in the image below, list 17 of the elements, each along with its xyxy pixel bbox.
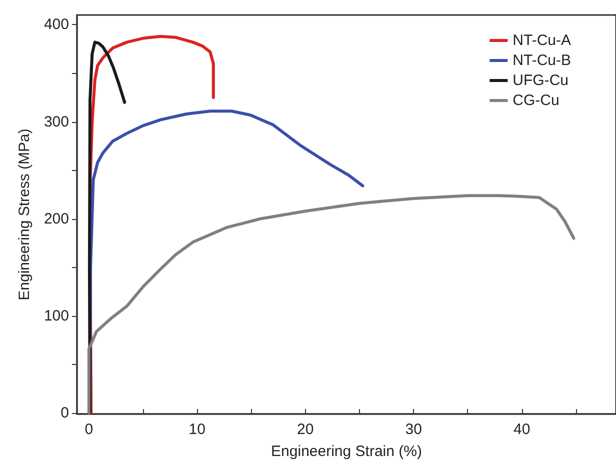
line-series [87,194,576,415]
x-tick-label: 30 [405,421,422,438]
legend-label: UFG-Cu [512,72,569,89]
legend-label: CG-Cu [512,92,560,109]
x-axis-title: Engineering Strain (%) [271,443,422,460]
x-tick-label: 10 [188,421,206,438]
x-tick-label: 40 [513,421,530,438]
legend-label: NT-Cu-A [512,32,572,49]
y-tick-label: 100 [44,307,69,324]
y-tick-label: 400 [44,16,69,34]
y-tick-label: 0 [60,404,69,422]
y-tick-label: 200 [44,210,69,228]
y-tick-label: 300 [44,113,69,130]
legend-label: NT-Cu-B [512,52,572,69]
y-axis-title: Engineering Stress (MPa) [16,128,33,300]
x-tick-label: 20 [297,421,314,438]
x-tick-label: 0 [84,421,94,438]
